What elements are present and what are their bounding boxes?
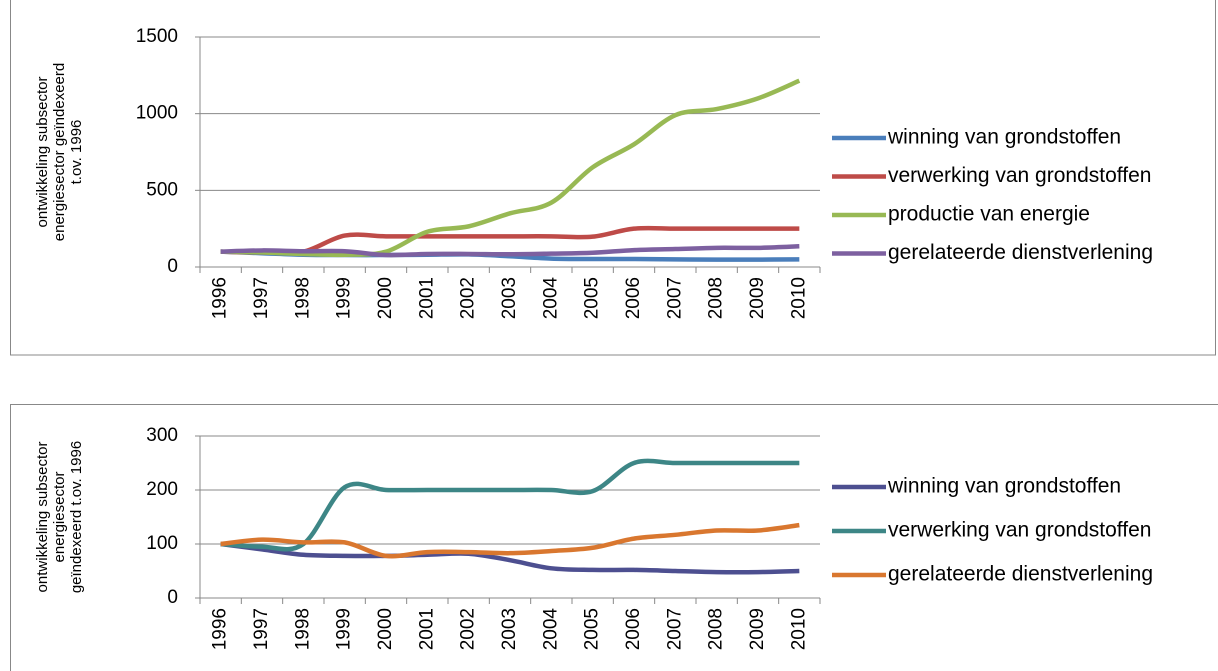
chart-frame <box>10 404 1218 671</box>
x-tick-label: 1999 <box>334 277 355 319</box>
y-axis-label: ontwikkeling subsector <box>34 442 51 593</box>
y-tick-label: 1500 <box>136 26 178 47</box>
legend-label: gerelateerde dienstverlening <box>888 563 1153 586</box>
x-tick-label: 2008 <box>706 277 727 319</box>
x-tick-label: 1998 <box>292 277 313 319</box>
y-axis-label: t.ov. 1996 <box>68 120 85 185</box>
x-tick-label: 2002 <box>458 608 479 650</box>
x-tick-label: 2007 <box>664 608 685 650</box>
data-line <box>220 225 800 256</box>
y-tick-label: 0 <box>167 587 178 608</box>
x-tick-label: 1998 <box>292 608 313 650</box>
x-tick-label: 2008 <box>706 608 727 650</box>
x-tick-label: 2002 <box>458 277 479 319</box>
legend-label: verwerking van grondstoffen <box>888 164 1151 187</box>
x-tick-label: 2005 <box>582 277 603 319</box>
legend-label: gerelateerde dienstverlening <box>888 241 1153 264</box>
data-line <box>220 458 800 552</box>
x-tick-label: 2000 <box>375 277 396 319</box>
y-tick-label: 100 <box>146 533 178 554</box>
y-tick-label: 300 <box>146 425 178 446</box>
chart-frame <box>10 0 1216 356</box>
x-tick-label: 2004 <box>540 277 561 320</box>
legend-label: winning van grondstoffen <box>887 126 1121 149</box>
y-axis-label: energiesector <box>51 472 68 563</box>
x-tick-label: 1996 <box>210 277 231 319</box>
x-tick-label: 2006 <box>623 608 644 650</box>
x-tick-label: 2003 <box>499 277 520 319</box>
legend-label: productie van energie <box>888 203 1090 226</box>
y-tick-label: 500 <box>146 179 178 200</box>
x-tick-label: 2003 <box>499 608 520 650</box>
x-tick-label: 1999 <box>334 608 355 650</box>
data-line <box>220 522 800 559</box>
x-tick-label: 2009 <box>747 277 768 319</box>
data-line <box>220 541 800 575</box>
legend-label: winning van grondstoffen <box>887 475 1121 498</box>
x-tick-label: 2009 <box>747 608 768 650</box>
y-axis-label: energiesector geïndexeerd <box>51 63 68 241</box>
x-tick-label: 2010 <box>788 277 809 319</box>
data-line <box>220 78 801 258</box>
x-tick-label: 2006 <box>623 277 644 319</box>
x-tick-label: 1996 <box>210 608 231 650</box>
x-tick-label: 1997 <box>251 277 272 319</box>
y-axis-label: geïndexeerd t.ov. 1996 <box>68 441 85 593</box>
y-tick-label: 200 <box>146 479 178 500</box>
x-tick-label: 2005 <box>582 608 603 650</box>
x-tick-label: 2010 <box>788 608 809 650</box>
legend-label: verwerking van grondstoffen <box>888 519 1151 542</box>
y-tick-label: 1000 <box>136 103 178 124</box>
x-tick-label: 2000 <box>375 608 396 650</box>
x-tick-label: 2001 <box>416 277 437 319</box>
y-axis-label: ontwikkeling subsector <box>34 77 51 228</box>
data-line <box>220 244 800 258</box>
x-tick-label: 2001 <box>416 608 437 650</box>
x-tick-label: 1997 <box>251 608 272 650</box>
x-tick-label: 2007 <box>664 277 685 319</box>
x-tick-label: 2004 <box>540 608 561 651</box>
y-tick-label: 0 <box>167 256 178 277</box>
